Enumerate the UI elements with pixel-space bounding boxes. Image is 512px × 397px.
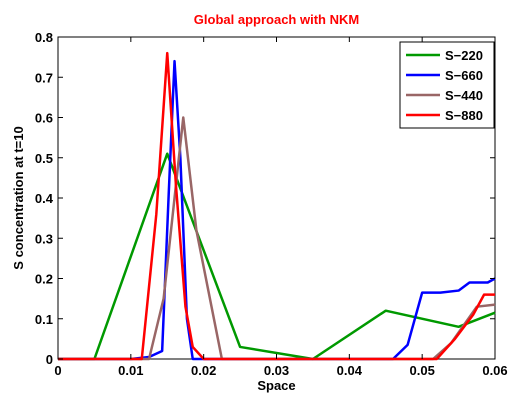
- x-tick-label: 0.03: [264, 363, 289, 378]
- y-axis-label: S concentration at t=10: [11, 126, 26, 269]
- chart-title: Global approach with NKM: [194, 12, 359, 27]
- y-tick-label: 0.6: [35, 111, 53, 126]
- x-tick-label: 0.06: [482, 363, 507, 378]
- legend-label: S−880: [445, 108, 483, 123]
- x-tick-label: 0: [54, 363, 61, 378]
- series-line-4: [58, 51, 495, 361]
- y-tick-label: 0.1: [35, 312, 53, 327]
- legend-box: [399, 41, 495, 129]
- legend-label: S−440: [445, 88, 483, 103]
- legend: S−220 S−660 S−440 S−880: [399, 41, 495, 129]
- series-line-2: [58, 59, 496, 361]
- legend-label: S−660: [445, 68, 483, 83]
- y-tick-label: 0.7: [35, 70, 53, 85]
- y-tick-label: 0.3: [35, 231, 53, 246]
- x-axis-label: Space: [257, 378, 295, 393]
- y-tick-label: 0: [46, 352, 53, 367]
- y-tick-label: 0.5: [35, 151, 53, 166]
- x-tick-label: 0.05: [410, 363, 435, 378]
- y-tick-label: 0.4: [35, 191, 54, 206]
- x-tick-label: 0.02: [191, 363, 216, 378]
- x-tick-label: 0.04: [337, 363, 363, 378]
- legend-label: S−220: [445, 48, 483, 63]
- x-tick-label: 0.01: [118, 363, 143, 378]
- y-tick-label: 0.2: [35, 272, 53, 287]
- y-tick-label: 0.8: [35, 30, 53, 45]
- series-line-1: [58, 152, 496, 361]
